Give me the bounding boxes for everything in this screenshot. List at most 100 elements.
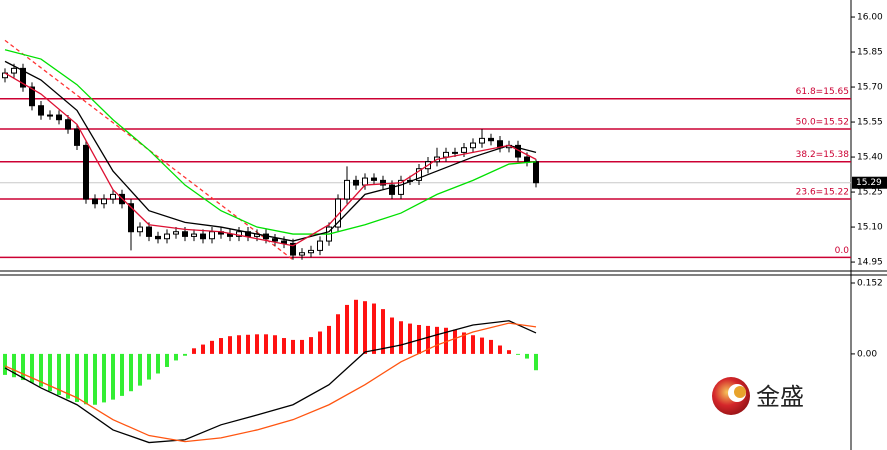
histogram-bar (408, 323, 412, 354)
histogram-bar (48, 353, 52, 392)
candle-body (344, 179, 350, 200)
candle-body (65, 119, 71, 130)
candle (92, 194, 98, 209)
histogram-bar (282, 338, 286, 354)
candle (416, 164, 422, 186)
candle-body (353, 179, 359, 186)
histogram-bar (516, 353, 520, 355)
histogram-bar (147, 353, 151, 380)
candle-body (137, 226, 143, 233)
histogram-bar (354, 299, 358, 354)
candle-body (335, 198, 341, 228)
candle (65, 115, 71, 134)
candle-body (452, 151, 458, 154)
candle (173, 227, 179, 239)
histogram-bar (3, 353, 7, 375)
candle (20, 63, 26, 92)
candle (272, 234, 278, 246)
candle-body (146, 226, 152, 237)
histogram-bar (291, 339, 295, 354)
candle-body (209, 231, 215, 240)
moving-average (4, 60, 537, 242)
y-tick-label: 16.00 (857, 13, 883, 23)
candle (38, 101, 44, 120)
histogram-bar (102, 353, 106, 403)
y-tick-label: 14.95 (857, 258, 883, 268)
y-tick-label: 15.55 (857, 118, 883, 128)
histogram-bar (363, 301, 367, 354)
fib-label: 50.0=15.52 (796, 118, 849, 128)
y-tick-label: 15.85 (857, 48, 883, 58)
histogram-bar (534, 353, 538, 371)
candle-body (110, 193, 116, 200)
histogram-bar (462, 332, 466, 354)
macd-line (4, 320, 537, 444)
histogram-bar (129, 353, 133, 392)
candle (83, 140, 89, 204)
histogram-bar (228, 336, 232, 354)
candle-body (236, 231, 242, 237)
candle (101, 194, 107, 209)
candle-body (461, 147, 467, 153)
candle-body (128, 203, 134, 233)
histogram-bar (210, 340, 214, 354)
histogram-bar (327, 325, 331, 354)
y-tick-label: 15.25 (857, 188, 883, 198)
histogram-bar (399, 321, 403, 354)
histogram-bar (66, 353, 70, 399)
candle (74, 124, 80, 151)
histogram-bar (165, 353, 169, 367)
histogram-bar (255, 334, 259, 354)
fib-label: 23.6=15.22 (796, 188, 849, 198)
histogram-bar (498, 345, 502, 354)
histogram-bar (174, 353, 178, 361)
candle-body (443, 151, 449, 158)
candle-body (470, 142, 476, 149)
candle-body (83, 144, 89, 200)
histogram-bar (426, 325, 430, 354)
macd-line (4, 322, 537, 443)
candle (47, 110, 53, 120)
trendline (4, 39, 294, 261)
y-tick-label: 0.152 (857, 278, 883, 288)
histogram-bar (489, 339, 493, 354)
histogram-bar (201, 344, 205, 354)
histogram-bar (93, 353, 97, 405)
y-tick-label: 15.10 (857, 223, 883, 233)
candle (335, 194, 341, 232)
candle (200, 229, 206, 244)
candle (164, 229, 170, 244)
candle-body (38, 105, 44, 116)
candle (371, 173, 377, 186)
histogram-bar (381, 309, 385, 354)
fib-label: 38.2=15.38 (796, 150, 850, 160)
histogram-bar (192, 348, 196, 354)
candle-body (524, 156, 530, 163)
histogram-bar (345, 304, 349, 354)
candle-body (191, 233, 197, 237)
last-price-box (852, 176, 887, 189)
candle-body (11, 67, 17, 74)
histogram-bar (300, 339, 304, 354)
candle-body (317, 240, 323, 251)
fib-label: 61.8=15.65 (796, 87, 849, 97)
histogram-bar (75, 353, 79, 402)
logo: 金盛 (712, 377, 804, 415)
candle (290, 238, 296, 260)
histogram-bar (444, 327, 448, 354)
histogram-bar (318, 331, 322, 354)
candle-body (389, 184, 395, 195)
candle (146, 222, 152, 242)
candle-body (479, 137, 485, 144)
histogram-bar (453, 329, 457, 354)
candle-body (74, 128, 80, 146)
candle (344, 166, 350, 204)
logo-text: 金盛 (756, 383, 804, 411)
moving-average (4, 72, 537, 247)
histogram-bar (372, 303, 376, 354)
candle (137, 222, 143, 237)
candle (470, 138, 476, 153)
candle (308, 245, 314, 258)
candle (236, 227, 242, 242)
